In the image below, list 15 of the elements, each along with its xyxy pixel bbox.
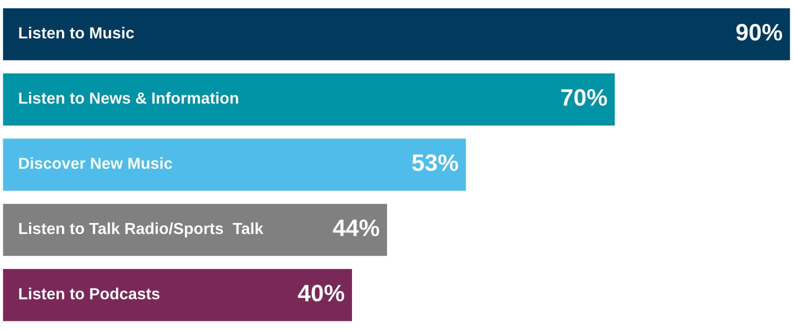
data-label: 53% [412, 154, 458, 172]
data-label: 90% [736, 24, 782, 41]
y-tick-label: Listen to Music [19, 26, 134, 39]
data-label: 70% [561, 89, 607, 106]
data-label: 44% [332, 220, 380, 236]
y-tick-label: Listen to News & Information [19, 92, 238, 104]
bar [2, 268, 354, 323]
y-tick-label: Discover New Music [19, 157, 172, 169]
bar [2, 72, 616, 127]
bar [2, 137, 468, 192]
y-tick-label: Listen to Talk Radio/Sports Talk [19, 222, 264, 238]
data-label: 40% [298, 284, 344, 302]
y-tick-label: Listen to Podcasts [19, 288, 160, 300]
bar [2, 6, 791, 62]
bar [2, 202, 388, 258]
